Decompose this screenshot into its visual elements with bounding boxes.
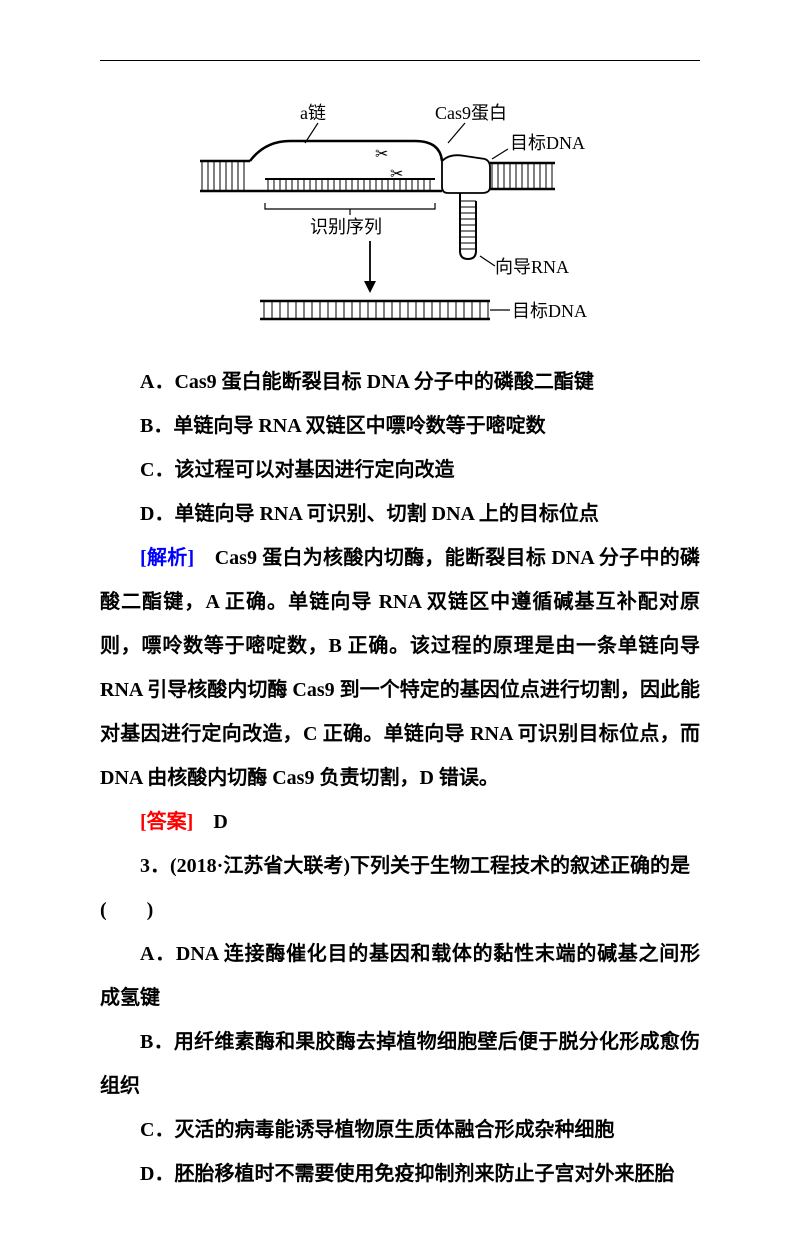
dna-right-hatch — [492, 163, 552, 189]
scissors-icon: ✂ — [375, 146, 388, 163]
recognition-brace — [265, 203, 435, 215]
down-arrowhead-icon — [364, 281, 376, 293]
label-guide-rna: 向导RNA — [495, 257, 569, 277]
q3-option-c: C．灭活的病毒能诱导植物原生质体融合形成杂种细胞 — [100, 1108, 700, 1152]
option-a: A．Cas9 蛋白能断裂目标 DNA 分子中的磷酸二酯键 — [100, 360, 700, 404]
label-cas9: Cas9蛋白 — [435, 103, 507, 123]
dna-bottom-hatch — [264, 301, 488, 319]
analysis-block: [解析] Cas9 蛋白为核酸内切酶，能断裂目标 DNA 分子中的磷酸二酯键，A… — [100, 536, 700, 800]
option-c: C．该过程可以对基因进行定向改造 — [100, 448, 700, 492]
a-chain-arc — [250, 141, 442, 161]
q3-option-d: D．胚胎移植时不需要使用免疫抑制剂来防止子宫对外来胚胎 — [100, 1152, 700, 1196]
crispr-diagram: a链 Cas9蛋白 目标DNA ✂ ✂ — [190, 101, 610, 331]
option-d: D．单链向导 RNA 可识别、切割 DNA 上的目标位点 — [100, 492, 700, 536]
q3-stem-a: 3．(2018·江苏省大联考)下列关于生物工程技术的叙述正确的是 — [100, 844, 700, 888]
answer-block: [答案] D — [100, 800, 700, 844]
dna-left-hatch — [202, 161, 244, 191]
q3-stem-b: ( ) — [100, 888, 700, 932]
answer-value: D — [193, 811, 227, 833]
label-recognition: 识别序列 — [310, 217, 382, 237]
option-b: B．单链向导 RNA 双链区中嘌呤数等于嘧啶数 — [100, 404, 700, 448]
q3-option-a: A．DNA 连接酶催化目的基因和载体的黏性末端的碱基之间形成氢键 — [100, 932, 700, 1020]
analysis-text: Cas9 蛋白为核酸内切酶，能断裂目标 DNA 分子中的磷酸二酯键，A 正确。单… — [100, 547, 700, 789]
label-target-dna-bottom: 目标DNA — [512, 301, 587, 321]
scissors-icon: ✂ — [390, 166, 403, 183]
answer-label: [答案] — [140, 811, 193, 833]
label-a-chain: a链 — [300, 103, 326, 123]
label-target-dna-top: 目标DNA — [510, 133, 585, 153]
q3-option-b: B．用纤维素酶和果胶酶去掉植物细胞壁后便于脱分化形成愈伤组织 — [100, 1020, 700, 1108]
analysis-label: [解析] — [140, 547, 194, 569]
cas9-shape — [442, 155, 490, 193]
guide-rna-hatch — [460, 201, 476, 249]
diagram-container: a链 Cas9蛋白 目标DNA ✂ ✂ — [100, 101, 700, 336]
top-rule — [100, 60, 700, 61]
recognition-hatch — [268, 179, 430, 191]
